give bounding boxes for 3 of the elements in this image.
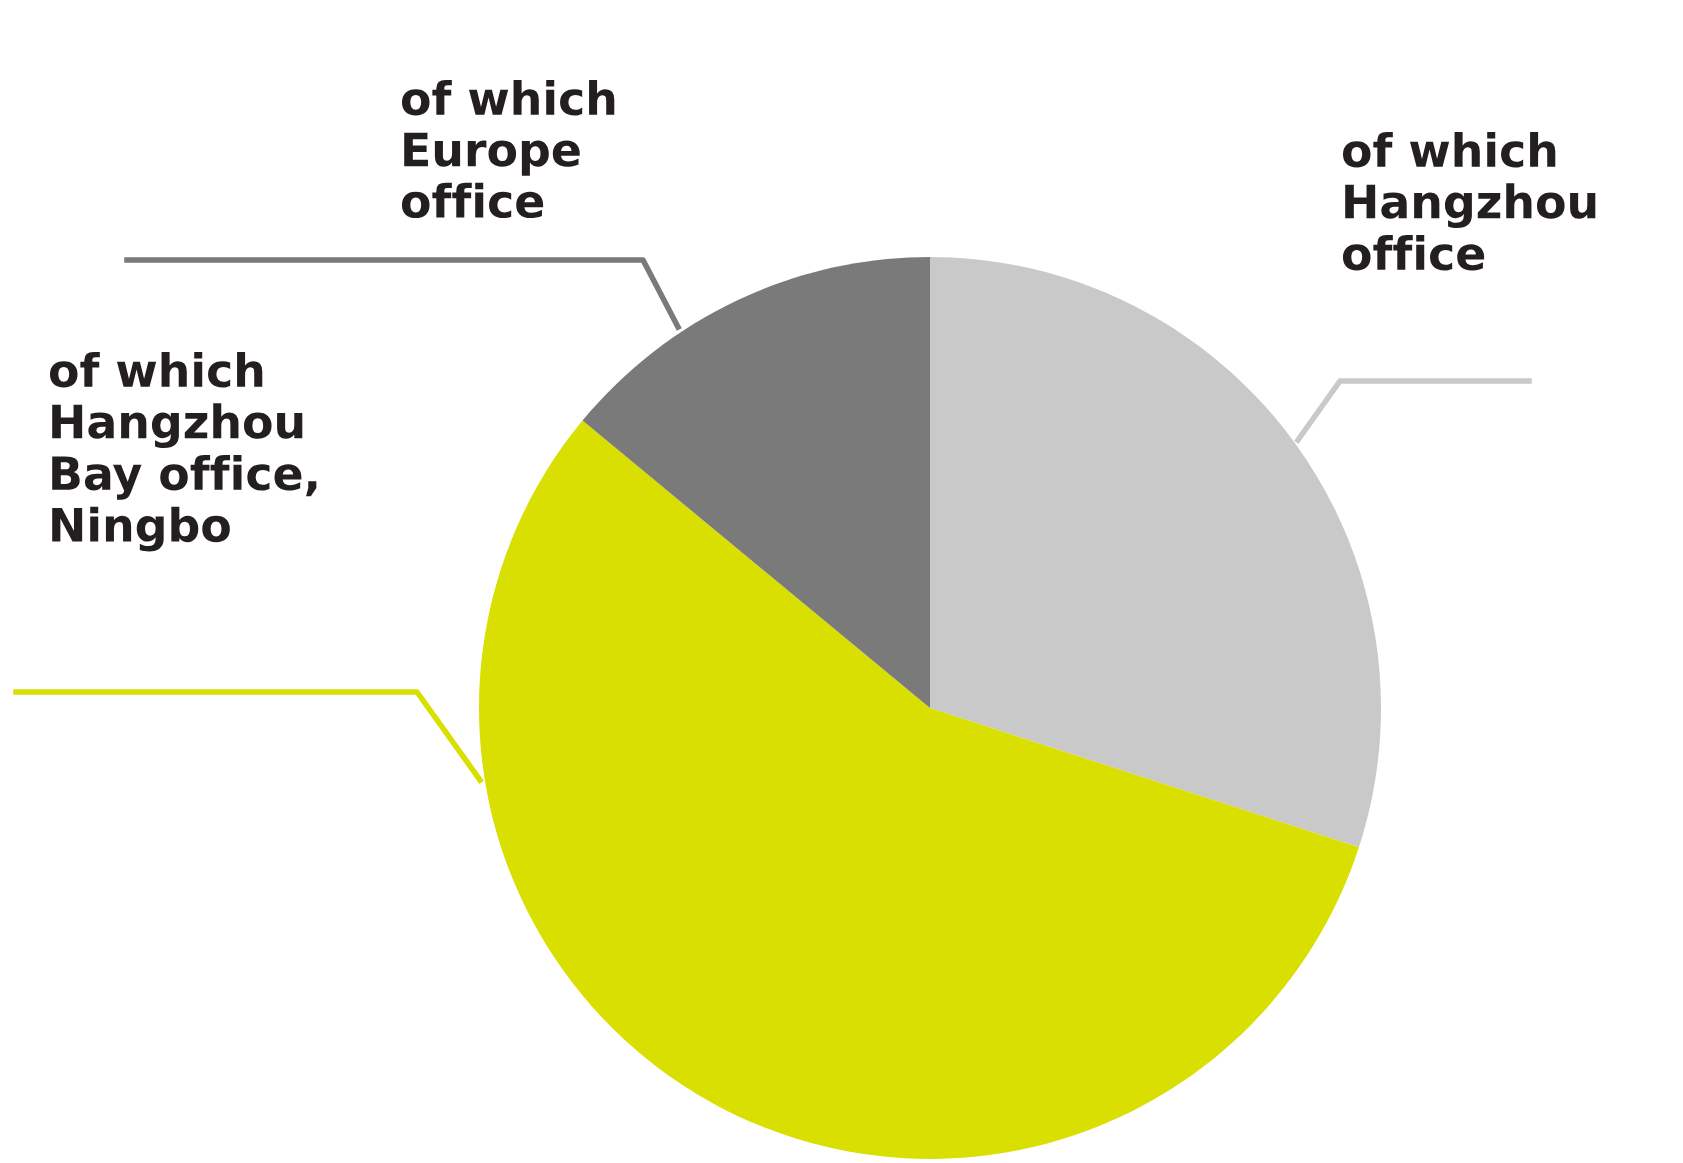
slice-label: of which Hangzhou office <box>1342 132 1596 271</box>
slice-label: of which Europe office <box>401 80 615 219</box>
slice-label: of which Hangzhou Bay office, Ningbo <box>49 352 317 552</box>
